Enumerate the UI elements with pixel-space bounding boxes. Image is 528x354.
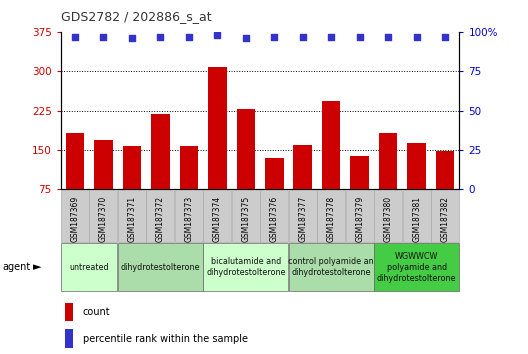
Point [270, 34, 278, 39]
Bar [89, 190, 117, 242]
Text: GSM187375: GSM187375 [241, 196, 250, 242]
Text: count: count [83, 307, 110, 317]
Text: ►: ► [33, 262, 42, 272]
Bar [289, 190, 317, 242]
Bar [374, 190, 402, 242]
Text: GSM187374: GSM187374 [213, 196, 222, 242]
Bar [118, 244, 203, 291]
Bar [203, 190, 231, 242]
Text: WGWWCW
polyamide and
dihydrotestolterone: WGWWCW polyamide and dihydrotestolterone [377, 252, 456, 283]
Bar [322, 101, 341, 189]
Text: GSM187372: GSM187372 [156, 196, 165, 242]
Bar [232, 190, 260, 242]
Bar [436, 151, 455, 189]
Text: GSM187379: GSM187379 [355, 196, 364, 242]
Point [213, 32, 222, 38]
Bar [294, 145, 312, 189]
Text: GSM187373: GSM187373 [184, 196, 193, 242]
Bar [61, 190, 89, 242]
Point [128, 35, 136, 41]
Bar [61, 244, 117, 291]
Point [384, 34, 392, 39]
Text: GSM187380: GSM187380 [384, 196, 393, 242]
Text: GSM187376: GSM187376 [270, 196, 279, 242]
Text: agent: agent [3, 262, 31, 272]
Bar [122, 146, 141, 189]
Point [355, 34, 364, 39]
Text: control polyamide an
dihydrotestolterone: control polyamide an dihydrotestolterone [288, 257, 374, 277]
Bar [146, 190, 174, 242]
Bar [351, 156, 369, 189]
Point [99, 34, 108, 39]
Point [327, 34, 335, 39]
Text: GSM187369: GSM187369 [70, 196, 79, 242]
Bar [408, 143, 426, 189]
Bar [403, 190, 431, 242]
Text: percentile rank within the sample: percentile rank within the sample [83, 334, 248, 344]
Point [242, 35, 250, 41]
Text: bicalutamide and
dihydrotestolterone: bicalutamide and dihydrotestolterone [206, 257, 286, 277]
Bar [317, 190, 345, 242]
Text: dihydrotestolterone: dihydrotestolterone [120, 263, 200, 272]
Bar [208, 67, 227, 189]
Bar [203, 244, 288, 291]
Bar [346, 190, 374, 242]
Text: GSM187382: GSM187382 [441, 196, 450, 242]
Bar [65, 303, 73, 321]
Point [185, 34, 193, 39]
Point [71, 34, 79, 39]
Text: GDS2782 / 202886_s_at: GDS2782 / 202886_s_at [61, 10, 211, 23]
Text: GSM187378: GSM187378 [327, 196, 336, 242]
Bar [118, 190, 146, 242]
Point [441, 34, 449, 39]
Bar [151, 114, 169, 189]
Bar [379, 133, 398, 189]
Bar [260, 190, 288, 242]
Bar [65, 329, 73, 348]
Bar [237, 109, 255, 189]
Bar [374, 244, 459, 291]
Point [298, 34, 307, 39]
Text: untreated: untreated [69, 263, 109, 272]
Point [156, 34, 165, 39]
Bar [289, 244, 374, 291]
Bar [175, 190, 203, 242]
Bar [180, 146, 198, 189]
Bar [65, 133, 84, 189]
Bar [94, 139, 112, 189]
Bar [431, 190, 459, 242]
Bar [265, 158, 284, 189]
Text: GSM187371: GSM187371 [127, 196, 136, 242]
Text: GSM187370: GSM187370 [99, 196, 108, 242]
Point [412, 34, 421, 39]
Text: GSM187381: GSM187381 [412, 196, 421, 242]
Text: GSM187377: GSM187377 [298, 196, 307, 242]
